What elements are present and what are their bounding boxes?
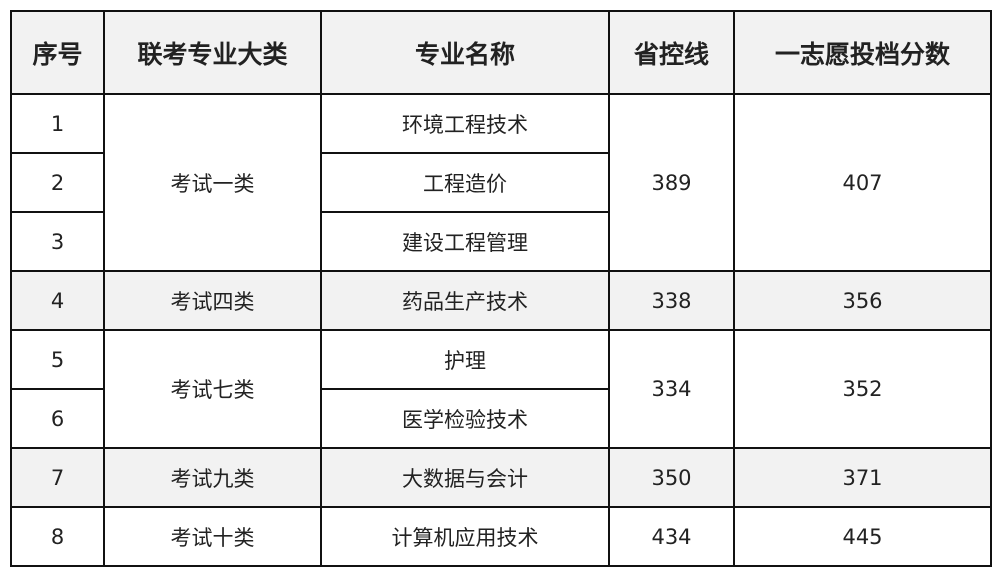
- category-cell: 考试十类: [103, 506, 322, 567]
- header-cell: 联考专业大类: [103, 10, 322, 95]
- table-row: 3 建设工程管理: [10, 211, 991, 272]
- category-cell: 考试七类: [103, 329, 322, 449]
- control-line-cell: 389: [608, 93, 735, 272]
- index-cell: 4: [10, 270, 105, 331]
- header-cell: 一志愿投档分数: [733, 10, 992, 95]
- table-row: 4 考试四类 药品生产技术 338 356: [10, 270, 992, 331]
- major-cell: 医学检验技术: [320, 388, 610, 449]
- major-cell: 大数据与会计: [320, 447, 610, 508]
- index-cell: 8: [10, 506, 105, 567]
- table-row: 5 考试七类 护理 334 352: [10, 329, 992, 449]
- control-line-cell: 334: [608, 329, 735, 449]
- table-row: 6 医学检验技术: [10, 388, 991, 449]
- score-cell: 352: [733, 329, 992, 449]
- header-cell: 专业名称: [320, 10, 610, 95]
- major-cell: 护理: [320, 329, 610, 390]
- index-cell: 7: [10, 447, 105, 508]
- major-cell: 药品生产技术: [320, 270, 610, 331]
- index-cell: 2: [10, 152, 105, 213]
- table-row: 2 工程造价: [10, 152, 991, 213]
- table-row: 8 考试十类 计算机应用技术 434 445: [10, 506, 992, 567]
- control-line-cell: 338: [608, 270, 735, 331]
- category-cell: 考试一类: [103, 93, 322, 272]
- control-line-cell: 434: [608, 506, 735, 567]
- major-cell: 工程造价: [320, 152, 610, 213]
- header-cell: 序号: [10, 10, 105, 95]
- score-cell: 407: [733, 93, 992, 272]
- score-cell: 445: [733, 506, 992, 567]
- major-cell: 计算机应用技术: [320, 506, 610, 567]
- header-cell: 省控线: [608, 10, 735, 95]
- major-cell: 环境工程技术: [320, 93, 610, 154]
- score-cell: 371: [733, 447, 992, 508]
- index-cell: 5: [10, 329, 105, 390]
- index-cell: 3: [10, 211, 105, 272]
- score-cell: 356: [733, 270, 992, 331]
- header-row: 序号 联考专业大类 专业名称 省控线 一志愿投档分数: [10, 10, 992, 95]
- index-cell: 6: [10, 388, 105, 449]
- score-table: 序号 联考专业大类 专业名称 省控线 一志愿投档分数 1 考试一类 环境工程技术 389 407…: [10, 10, 992, 567]
- control-line-cell: 350: [608, 447, 735, 508]
- major-cell: 建设工程管理: [320, 211, 610, 272]
- index-cell: 1: [10, 93, 105, 154]
- table-row: 1 考试一类 环境工程技术 389 407: [10, 93, 992, 272]
- table-row: 7 考试九类 大数据与会计 350 371: [10, 447, 992, 508]
- category-cell: 考试四类: [103, 270, 322, 331]
- category-cell: 考试九类: [103, 447, 322, 508]
